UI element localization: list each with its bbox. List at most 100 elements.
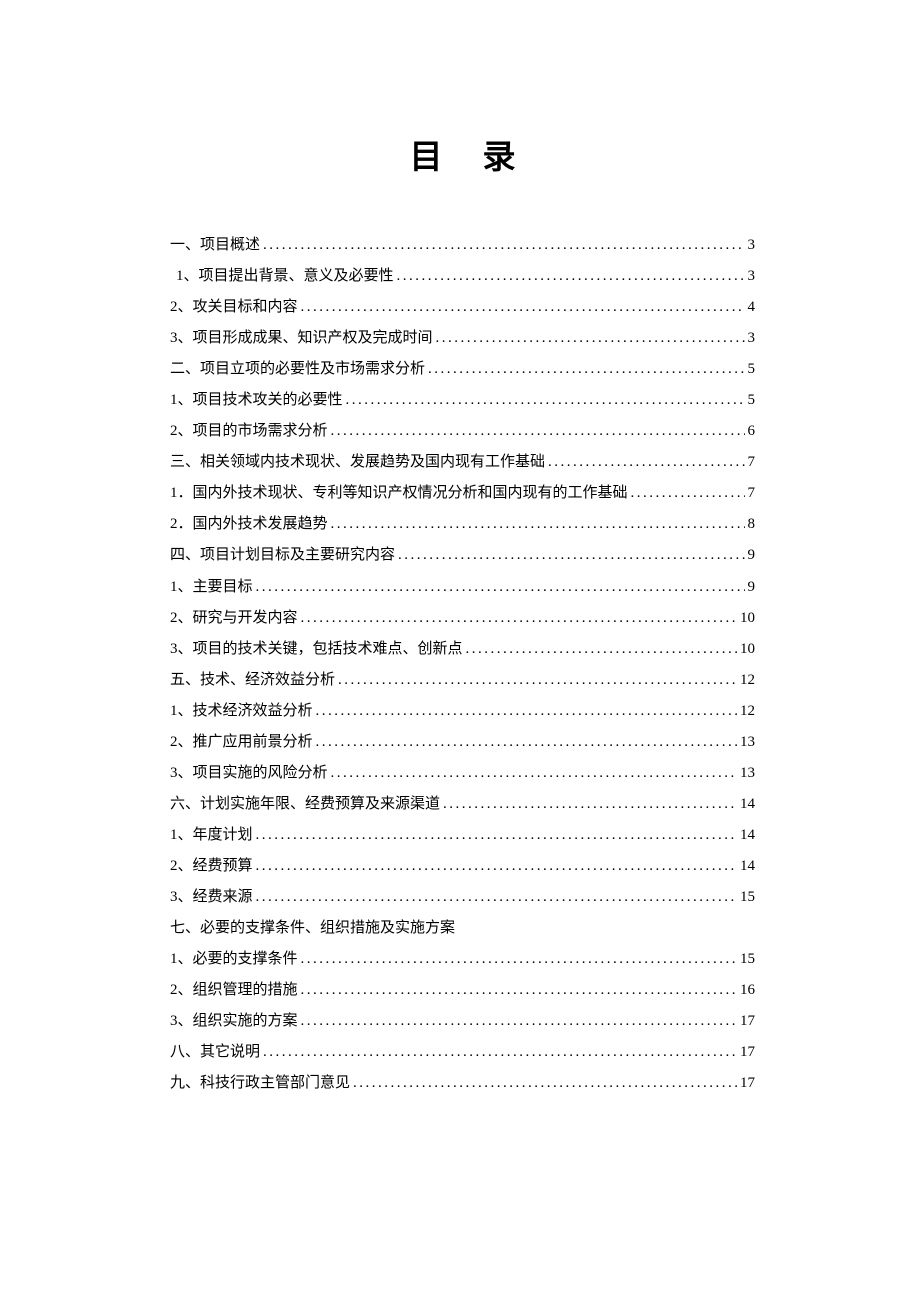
toc-entry-label: 2、项目的市场需求分析	[170, 416, 328, 447]
toc-entry: 2、组织管理的措施 16	[170, 975, 755, 1006]
toc-entry: 3、项目形成成果、知识产权及完成时间 3	[170, 323, 755, 354]
toc-entry-page: 5	[748, 354, 756, 385]
toc-entry-label: 九、科技行政主管部门意见	[170, 1068, 350, 1099]
toc-leader-dots	[331, 416, 745, 447]
toc-leader-dots	[428, 354, 744, 385]
toc-entry-label: 六、计划实施年限、经费预算及来源渠道	[170, 789, 440, 820]
toc-leader-dots	[301, 975, 737, 1006]
toc-entry-label: 五、技术、经济效益分析	[170, 665, 335, 696]
toc-leader-dots	[338, 665, 737, 696]
toc-entry-page: 14	[740, 851, 755, 882]
toc-entry: 3、项目实施的风险分析 13	[170, 758, 755, 789]
toc-leader-dots	[548, 447, 744, 478]
toc-entry-label: 1、主要目标	[170, 572, 253, 603]
toc-entry-page: 8	[748, 509, 756, 540]
toc-entry-page: 7	[748, 478, 756, 509]
toc-entry-label: 一、项目概述	[170, 230, 260, 261]
toc-entry-label: 二、项目立项的必要性及市场需求分析	[170, 354, 425, 385]
toc-entry: 2、攻关目标和内容 4	[170, 292, 755, 323]
toc-entry-page: 13	[740, 758, 755, 789]
toc-entry: 2．国内外技术发展趋势 8	[170, 509, 755, 540]
toc-entry-page: 15	[740, 882, 755, 913]
toc-entry: 六、计划实施年限、经费预算及来源渠道 14	[170, 789, 755, 820]
toc-entry-page: 17	[740, 1006, 755, 1037]
toc-entry: 三、相关领域内技术现状、发展趋势及国内现有工作基础 7	[170, 447, 755, 478]
toc-entry: 2、经费预算 14	[170, 851, 755, 882]
toc-entry-label: 八、其它说明	[170, 1037, 260, 1068]
toc-entry: 1．国内外技术现状、专利等知识产权情况分析和国内现有的工作基础 7	[170, 478, 755, 509]
toc-leader-dots	[301, 944, 737, 975]
toc-leader-dots	[346, 385, 745, 416]
toc-entry: 八、其它说明 17	[170, 1037, 755, 1068]
toc-entry: 一、项目概述 3	[170, 230, 755, 261]
toc-entry: 3、经费来源 15	[170, 882, 755, 913]
toc-entry-label: 三、相关领域内技术现状、发展趋势及国内现有工作基础	[170, 447, 545, 478]
toc-leader-dots	[256, 820, 737, 851]
toc-entry-page: 3	[748, 230, 756, 261]
toc-leader-dots	[301, 603, 737, 634]
toc-entry-label: 1、必要的支撑条件	[170, 944, 298, 975]
toc-entry-label: 1、年度计划	[170, 820, 253, 851]
toc-entry-label: 2、攻关目标和内容	[170, 292, 298, 323]
toc-entry: 3、项目的技术关键，包括技术难点、创新点 10	[170, 634, 755, 665]
toc-entry: 1、年度计划 14	[170, 820, 755, 851]
toc-entry-page: 14	[740, 820, 755, 851]
toc-leader-dots	[331, 509, 745, 540]
toc-entry: 2、项目的市场需求分析 6	[170, 416, 755, 447]
toc-entry: 七、必要的支撑条件、组织措施及实施方案	[170, 913, 755, 944]
toc-entry-page: 5	[748, 385, 756, 416]
toc-entry: 四、项目计划目标及主要研究内容 9	[170, 540, 755, 571]
toc-leader-dots	[263, 1037, 737, 1068]
toc-leader-dots	[466, 634, 737, 665]
toc-entry-label: 2、研究与开发内容	[170, 603, 298, 634]
toc-title: 目录	[170, 130, 755, 178]
toc-entry-page: 10	[740, 634, 755, 665]
toc-entry-label: 2、经费预算	[170, 851, 253, 882]
toc-leader-dots	[331, 758, 737, 789]
toc-entry-page: 12	[740, 696, 755, 727]
toc-leader-dots	[256, 851, 737, 882]
toc-entry-page: 7	[748, 447, 756, 478]
toc-entry: 九、科技行政主管部门意见17	[170, 1068, 755, 1099]
toc-leader-dots	[316, 727, 737, 758]
toc-entry: 2、推广应用前景分析 13	[170, 727, 755, 758]
toc-leader-dots	[436, 323, 745, 354]
toc-entry-page: 6	[748, 416, 756, 447]
toc-entry-page: 14	[740, 789, 755, 820]
toc-entry-label: 2、推广应用前景分析	[170, 727, 313, 758]
toc-entry-label: 3、项目形成成果、知识产权及完成时间	[170, 323, 433, 354]
table-of-contents: 一、项目概述31、项目提出背景、意义及必要性32、攻关目标和内容43、项目形成成…	[170, 230, 755, 1099]
toc-entry-page: 9	[748, 572, 756, 603]
toc-entry: 3、组织实施的方案17	[170, 1006, 755, 1037]
toc-entry-page: 3	[748, 323, 756, 354]
toc-entry-page: 9	[748, 540, 756, 571]
toc-entry: 1、项目技术攻关的必要性 5	[170, 385, 755, 416]
toc-entry-page: 4	[748, 292, 756, 323]
document-page: 目录 一、项目概述31、项目提出背景、意义及必要性32、攻关目标和内容43、项目…	[0, 0, 920, 1099]
toc-entry-label: 2、组织管理的措施	[170, 975, 298, 1006]
toc-entry-page: 12	[740, 665, 755, 696]
toc-leader-dots	[301, 292, 745, 323]
toc-entry: 1、必要的支撑条件15	[170, 944, 755, 975]
toc-leader-dots	[316, 696, 737, 727]
toc-entry-label: 1、项目技术攻关的必要性	[170, 385, 343, 416]
toc-entry-label: 3、经费来源	[170, 882, 253, 913]
toc-entry: 1、主要目标 9	[170, 572, 755, 603]
toc-entry-label: 四、项目计划目标及主要研究内容	[170, 540, 395, 571]
toc-entry-label: 1、项目提出背景、意义及必要性	[176, 261, 394, 292]
toc-entry-label: 七、必要的支撑条件、组织措施及实施方案	[170, 913, 455, 944]
toc-entry: 二、项目立项的必要性及市场需求分析 5	[170, 354, 755, 385]
toc-entry-page: 17	[740, 1037, 755, 1068]
toc-entry-label: 3、项目的技术关键，包括技术难点、创新点	[170, 634, 463, 665]
toc-entry: 2、研究与开发内容 10	[170, 603, 755, 634]
toc-entry-page: 10	[740, 603, 755, 634]
toc-entry: 五、技术、经济效益分析 12	[170, 665, 755, 696]
toc-leader-dots	[256, 882, 737, 913]
toc-entry-label: 3、项目实施的风险分析	[170, 758, 328, 789]
toc-entry-label: 1．国内外技术现状、专利等知识产权情况分析和国内现有的工作基础	[170, 478, 628, 509]
toc-entry-label: 2．国内外技术发展趋势	[170, 509, 328, 540]
toc-entry-page: 13	[740, 727, 755, 758]
toc-entry-page: 16	[740, 975, 755, 1006]
toc-entry-label: 1、技术经济效益分析	[170, 696, 313, 727]
toc-leader-dots	[397, 261, 745, 292]
